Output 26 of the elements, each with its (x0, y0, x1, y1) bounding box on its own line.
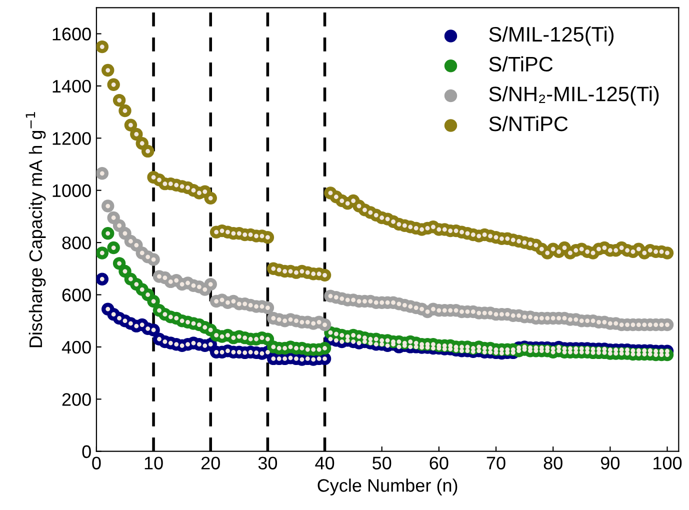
y-tick-label: 0 (82, 445, 91, 458)
legend-label: S/NH₂-MIL-125(Ti) (489, 86, 659, 106)
x-tick-label: 90 (600, 456, 620, 470)
y-tick-label: 1000 (52, 184, 91, 198)
y-tick-label: 1600 (52, 28, 91, 40)
y-tick-label: 200 (62, 393, 91, 406)
y-tick-label: 400 (62, 340, 91, 354)
y-tick-label: 1200 (52, 132, 91, 145)
x-tick-label: 40 (315, 456, 334, 470)
legend-label: S/NTiPC (489, 116, 568, 132)
x-tick-label: 80 (544, 456, 562, 470)
x-tick-label: 10 (144, 456, 163, 470)
x-tick-label: 20 (201, 456, 220, 470)
legend-label: S/TiPC (489, 56, 553, 72)
x-axis-title: Cycle Number (n) (318, 478, 458, 496)
y-tick-label: 800 (62, 236, 91, 250)
y-axis-title: Discharge Capacity mA h g$^{−1}$ (26, 112, 46, 348)
legend-label: S/MIL-125(Ti) (489, 26, 614, 46)
y-tick-label: 1400 (52, 80, 91, 93)
x-tick-label: 0 (92, 456, 101, 470)
y-tick-label: 600 (62, 288, 91, 302)
x-tick-label: 70 (486, 456, 506, 470)
x-tick-label: 100 (654, 456, 682, 470)
x-tick-label: 60 (430, 456, 448, 470)
x-tick-label: 50 (372, 456, 392, 470)
x-tick-label: 30 (258, 456, 278, 470)
